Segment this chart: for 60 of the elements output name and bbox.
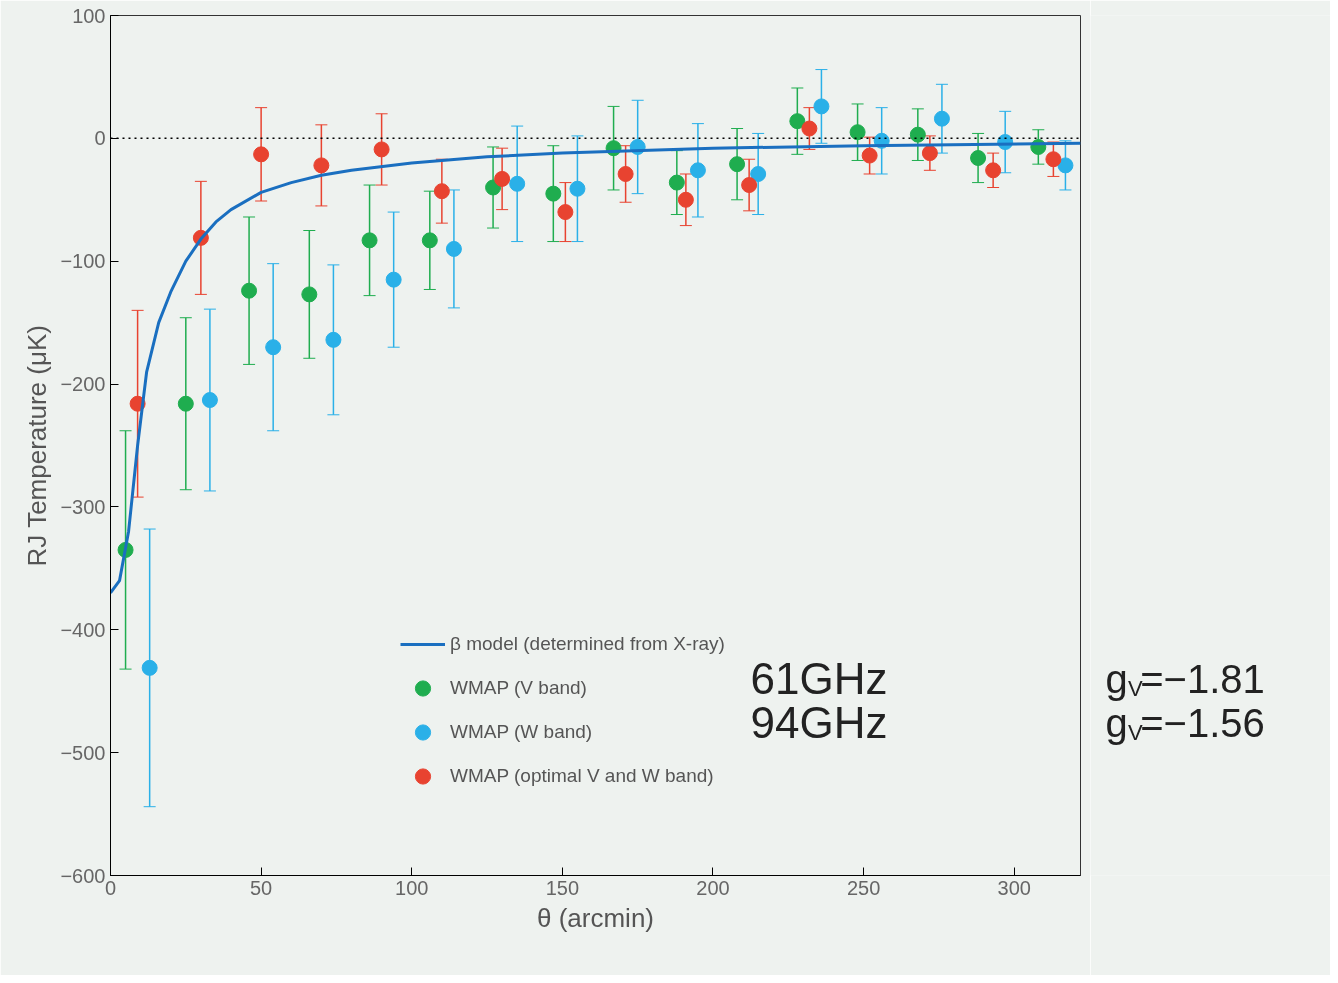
point	[265, 339, 282, 356]
point	[241, 282, 258, 299]
point	[861, 147, 878, 164]
point	[421, 232, 438, 249]
legend-label: β model (determined from X-ray)	[450, 632, 725, 656]
point	[361, 232, 378, 249]
point	[1045, 151, 1062, 168]
point	[729, 156, 746, 173]
y-tick-label: −600	[60, 864, 106, 887]
point	[253, 146, 270, 163]
point	[985, 162, 1002, 179]
x-tick-label: 300	[997, 876, 1031, 899]
point	[750, 166, 767, 182]
point	[445, 240, 462, 257]
point	[301, 286, 318, 303]
point	[617, 166, 634, 182]
x-axis-title: θ (arcmin)	[536, 902, 655, 933]
x-tick-label: 50	[250, 876, 273, 899]
point	[741, 177, 758, 194]
point	[385, 271, 402, 288]
legend-label: WMAP (W band)	[450, 720, 593, 744]
point	[313, 157, 330, 174]
point	[813, 98, 830, 115]
x-tick-label: 100	[395, 876, 429, 899]
y-axis-title: RJ Temperature (μK)	[22, 325, 53, 567]
point	[909, 126, 926, 143]
point	[849, 124, 866, 141]
point	[1057, 157, 1074, 174]
point	[789, 113, 806, 130]
x-tick-label: 200	[696, 876, 730, 899]
point	[325, 331, 342, 348]
y-tick-label: 100	[72, 4, 106, 27]
point	[933, 110, 950, 127]
point	[970, 150, 987, 166]
point	[494, 170, 511, 187]
y-tick-label: −400	[60, 618, 106, 641]
x-tick-label: 250	[846, 876, 881, 899]
point	[801, 120, 818, 137]
point	[201, 392, 218, 409]
point	[557, 204, 574, 221]
x-tick-label: 150	[545, 876, 580, 899]
point	[921, 145, 938, 162]
legend-label: WMAP (V band)	[450, 676, 587, 700]
point	[433, 183, 450, 200]
y-tick-label: −100	[60, 250, 106, 273]
point	[545, 185, 562, 202]
point	[141, 659, 158, 676]
line-series	[110, 141, 1081, 595]
point	[373, 141, 390, 158]
y-tick-label: −200	[60, 373, 106, 396]
point	[509, 175, 526, 192]
y-tick-label: 0	[94, 127, 106, 150]
y-tick-label: −300	[60, 495, 106, 518]
legend-label: WMAP (optimal V and W band)	[450, 764, 714, 788]
y-tick-label: −500	[60, 741, 106, 764]
point	[569, 180, 586, 197]
point	[677, 191, 694, 208]
point	[177, 395, 194, 412]
point	[689, 162, 706, 179]
point	[668, 174, 685, 191]
